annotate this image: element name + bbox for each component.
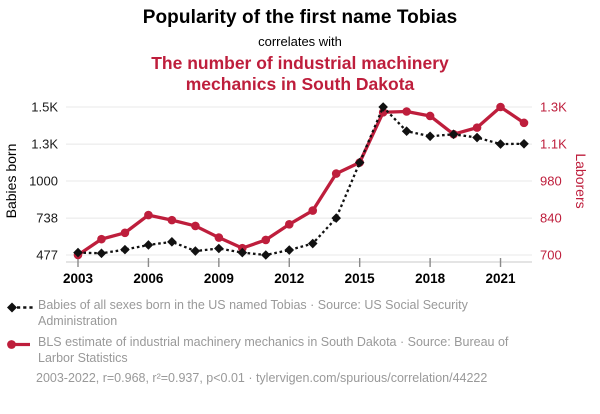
chart-title: Popularity of the first name Tobias: [142, 7, 458, 28]
svg-text:2018: 2018: [415, 271, 446, 286]
red-circle-solid-line-icon: [7, 339, 30, 349]
svg-text:700: 700: [540, 248, 562, 263]
chart-connector-text: correlates with: [258, 34, 342, 49]
legend-item-babies: Babies of all sexes born in the US named…: [6, 298, 600, 330]
correlation-line-chart: 2003 2006 2009 2012 2015 2018 2021 477 738 1000 1.…: [3, 100, 589, 287]
chart-header: Popularity of the first name Tobias corr…: [0, 7, 600, 94]
black-diamond-dashed-line-icon: [7, 302, 33, 313]
svg-text:2006: 2006: [133, 271, 164, 286]
chart-subtitle: The number of industrial machinery mecha…: [151, 53, 449, 94]
svg-text:2003: 2003: [63, 271, 94, 286]
left-axis-title: Babies born: [3, 144, 19, 219]
svg-text:1.1K: 1.1K: [540, 137, 567, 152]
svg-text:477: 477: [36, 248, 58, 263]
stats-and-source-url: 2003-2022, r=0.968, r²=0.937, p<0.01 · t…: [36, 371, 488, 386]
svg-text:840: 840: [540, 211, 562, 226]
legend-item-laborers: BLS estimate of industrial machinery mec…: [6, 335, 600, 367]
legend-label-babies: Babies of all sexes born in the US named…: [38, 298, 468, 329]
legend: Babies of all sexes born in the US named…: [6, 298, 600, 366]
svg-text:2009: 2009: [204, 271, 234, 286]
svg-text:738: 738: [36, 211, 58, 226]
svg-text:2012: 2012: [274, 271, 304, 286]
svg-text:1000: 1000: [29, 174, 58, 189]
right-axis-title: Laborers: [573, 154, 589, 209]
svg-text:1.3K: 1.3K: [31, 137, 58, 152]
svg-text:1.5K: 1.5K: [31, 100, 58, 115]
svg-text:2015: 2015: [345, 271, 376, 286]
chart-area: 2003 2006 2009 2012 2015 2018 2021 477 738 1000 1.…: [0, 94, 600, 294]
svg-text:2021: 2021: [486, 271, 517, 286]
legend-label-laborers: BLS estimate of industrial machinery mec…: [38, 334, 509, 365]
svg-text:1.3K: 1.3K: [540, 100, 567, 115]
svg-text:980: 980: [540, 174, 562, 189]
